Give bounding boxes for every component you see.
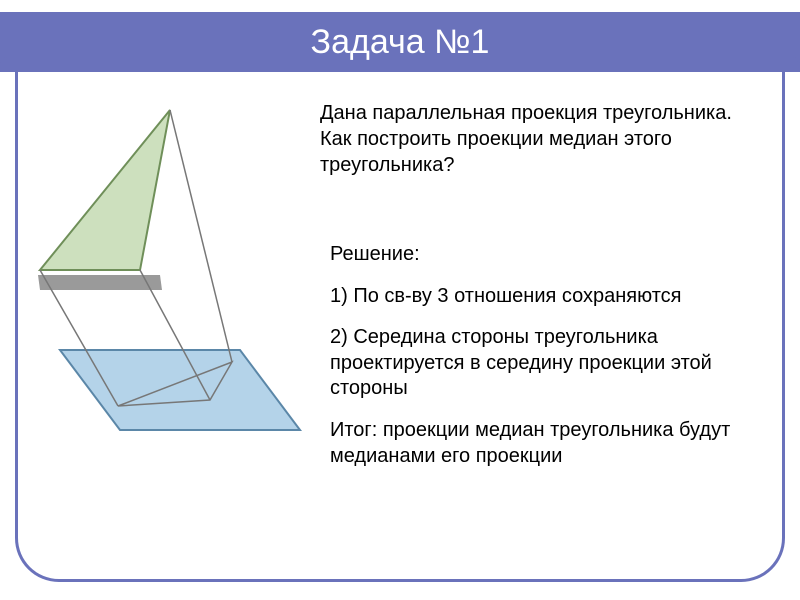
solution-step-1: 1) По св-ву 3 отношения сохраняются xyxy=(330,284,760,310)
projection-plane xyxy=(60,350,300,430)
title-bar: Задача №1 xyxy=(0,12,800,72)
triangle xyxy=(40,110,170,270)
slide: Задача №1 Дана параллельная проекция тре… xyxy=(0,0,800,600)
projection-diagram xyxy=(20,100,310,440)
frame-corner-right-icon xyxy=(785,56,800,90)
solution-conclusion: Итог: проекции медиан треугольника будут… xyxy=(330,418,760,469)
projection-ray-b xyxy=(40,270,118,406)
diagram-svg xyxy=(20,100,310,440)
solution-step-2: 2) Середина стороны треугольника проекти… xyxy=(330,325,760,402)
frame-corner-left-icon xyxy=(0,56,15,90)
question-text: Дана параллельная проекция треугольника.… xyxy=(320,100,760,178)
title-text: Задача №1 xyxy=(311,23,490,62)
solution-heading: Решение: xyxy=(330,242,760,268)
projection-ray-apex xyxy=(170,110,232,362)
solution-block: Решение: 1) По св-ву 3 отношения сохраня… xyxy=(330,242,760,485)
